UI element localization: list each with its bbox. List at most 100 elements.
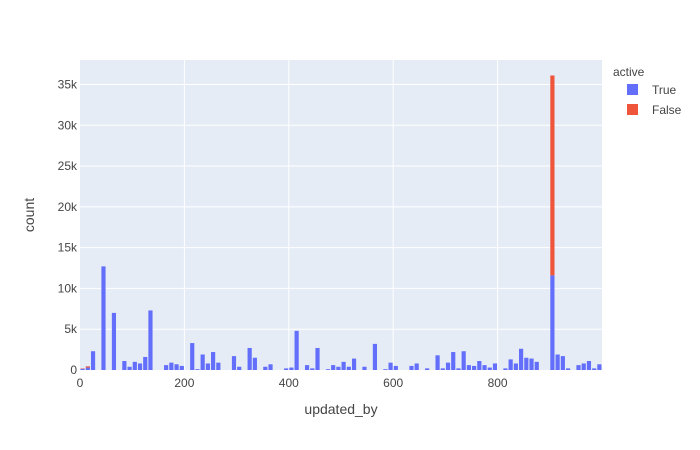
- bar-true-560: [372, 343, 378, 370]
- bar-true-40: [101, 266, 106, 370]
- x-tick-label: 0: [77, 376, 84, 390]
- bar-true-760: [477, 361, 482, 370]
- y-gridlines: [80, 83, 602, 330]
- bar-true-860: [529, 358, 534, 370]
- y-tick-label: 10k: [58, 281, 78, 295]
- bar-true-250: [211, 352, 216, 370]
- bar-true-220: [195, 369, 200, 370]
- bar-true-410: [294, 330, 299, 370]
- bar-true-960: [581, 363, 586, 370]
- bar-true-360: [268, 364, 273, 370]
- x-axis-title: updated_by: [304, 401, 377, 417]
- bar-true-910: [555, 354, 560, 370]
- bar-true-80: [122, 361, 127, 370]
- bar-true-590: [388, 362, 393, 370]
- legend-label-false: False: [652, 103, 682, 117]
- y-tick-labels: 0 5k 10k 15k 20k 25k 30k 35k: [58, 77, 78, 377]
- legend-label-true: True: [652, 83, 677, 97]
- bar-true-580: [383, 369, 388, 370]
- bar-true-230: [200, 354, 205, 370]
- x-tick-label: 400: [279, 376, 299, 390]
- bar-true-920: [560, 356, 565, 370]
- y-tick-label: 15k: [58, 241, 78, 255]
- bar-true-210: [190, 343, 195, 370]
- bar-true-970: [586, 361, 592, 370]
- bar-true-320: [247, 347, 252, 370]
- bar-true-750: [472, 365, 477, 370]
- bar-false-10: [85, 366, 90, 368]
- bar-true-100: [132, 361, 137, 370]
- bar-true-90: [127, 366, 132, 370]
- y-tick-label: 5k: [64, 322, 78, 336]
- x-tick-label: 200: [174, 376, 194, 390]
- bar-false-900: [550, 75, 555, 276]
- plot-background: [80, 60, 602, 370]
- x-tick-label: 600: [383, 376, 403, 390]
- y-axis-title: count: [21, 198, 37, 232]
- bar-true-780: [487, 367, 492, 370]
- bar-true-850: [524, 357, 529, 370]
- bar-true-640: [414, 363, 419, 370]
- legend-swatch-false: [627, 104, 638, 115]
- bar-true-500: [341, 361, 346, 370]
- y-tick-label: 30k: [58, 118, 78, 132]
- bar-true-950: [576, 365, 581, 370]
- bar-true-170: [169, 362, 174, 370]
- bar-true-450: [315, 347, 320, 370]
- bar-true-260: [216, 362, 221, 370]
- legend-title: active: [613, 65, 645, 79]
- bar-true-60: [111, 312, 117, 370]
- bar-true-900: [550, 275, 555, 370]
- bar-true-540: [362, 366, 367, 370]
- bar-true-180: [174, 364, 179, 370]
- y-tick-label: 25k: [58, 159, 78, 173]
- bar-true-480: [331, 365, 336, 370]
- bar-true-520: [351, 358, 357, 370]
- bar-true-870: [534, 361, 539, 370]
- y-tick-label: 20k: [58, 200, 78, 214]
- bar-true-400: [289, 367, 294, 370]
- bar-true-240: [205, 363, 210, 370]
- bar-true-300: [237, 366, 242, 370]
- bar-true-470: [325, 369, 331, 370]
- bar-true-290: [231, 356, 237, 370]
- bar-true-820: [508, 359, 513, 370]
- bar-true-330: [252, 357, 257, 370]
- bar-true-690: [440, 368, 445, 370]
- bar-true-980: [592, 368, 597, 370]
- x-tick-label: 800: [488, 376, 508, 390]
- legend-swatch-true: [627, 84, 638, 95]
- bar-true-0: [80, 368, 85, 370]
- bar-true-630: [409, 365, 414, 370]
- bar-true-770: [482, 365, 487, 370]
- bar-true-700: [445, 362, 451, 370]
- bar-true-730: [461, 351, 466, 370]
- bar-true-430: [304, 365, 310, 370]
- bar-true-510: [346, 366, 351, 370]
- bar-true-390: [284, 368, 289, 370]
- bar-true-930: [565, 368, 571, 370]
- bar-true-840: [519, 348, 524, 370]
- bar-true-740: [466, 365, 471, 370]
- legend: active True False: [613, 65, 682, 117]
- bar-true-20: [90, 351, 96, 370]
- bar-true-120: [143, 356, 148, 370]
- bars: [80, 75, 602, 370]
- y-tick-label: 35k: [58, 77, 78, 91]
- bar-true-490: [336, 366, 341, 370]
- bar-true-680: [435, 355, 440, 370]
- bar-true-10: [85, 367, 90, 370]
- bar-true-130: [148, 310, 153, 370]
- bar-true-810: [503, 368, 508, 370]
- bar-true-660: [425, 368, 430, 370]
- x-tick-labels: 0 200 400 600 800: [77, 376, 508, 390]
- y-tick-label: 0: [70, 363, 77, 377]
- x-gridlines: [183, 60, 499, 370]
- bar-true-990: [597, 364, 602, 370]
- bar-true-190: [179, 365, 184, 370]
- bar-true-160: [164, 365, 169, 370]
- bar-true-350: [263, 366, 268, 370]
- bar-true-720: [456, 368, 461, 370]
- bar-true-600: [393, 365, 398, 370]
